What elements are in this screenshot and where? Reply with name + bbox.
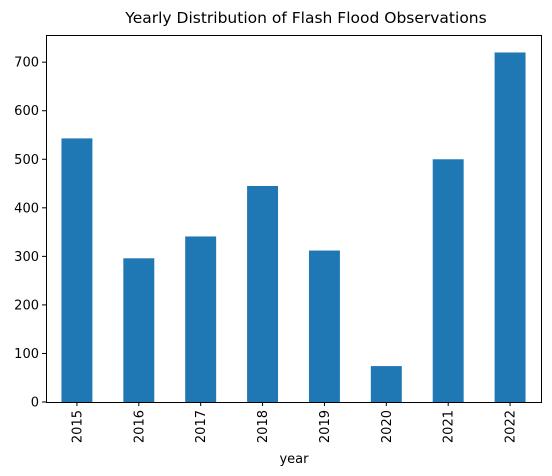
y-tick-label: 600 xyxy=(14,104,39,119)
bar-2022 xyxy=(494,52,526,402)
x-axis: 2015 2016 2017 2018 2019 2020 2021 2022 xyxy=(70,402,519,443)
y-tick-label: 700 xyxy=(14,56,39,71)
x-tick-label: 2016 xyxy=(132,410,147,443)
x-tick-label: 2019 xyxy=(318,410,333,443)
y-tick-label: 100 xyxy=(14,347,39,362)
x-tick-label: 2020 xyxy=(380,410,395,443)
bar-2020 xyxy=(370,366,402,402)
x-tick-label: 2022 xyxy=(504,410,519,443)
bar-2018 xyxy=(247,185,279,402)
x-tick-label: 2018 xyxy=(256,410,271,443)
x-tick-label: 2017 xyxy=(194,410,209,443)
y-tick-label: 500 xyxy=(14,153,39,168)
x-axis-label: year xyxy=(279,452,309,467)
bar-2017 xyxy=(185,236,217,402)
bars-group xyxy=(61,52,526,402)
chart-title: Yearly Distribution of Flash Flood Obser… xyxy=(124,9,486,27)
plot-frame xyxy=(46,35,542,403)
y-tick-label: 0 xyxy=(31,396,39,411)
bar-2019 xyxy=(308,250,340,402)
y-axis: 0 100 200 300 400 500 600 700 xyxy=(14,56,46,411)
y-tick-label: 400 xyxy=(14,201,39,216)
bar-2016 xyxy=(123,258,155,402)
x-tick-label: 2021 xyxy=(442,410,457,443)
bar-2015 xyxy=(61,138,93,402)
bar-2021 xyxy=(432,159,464,402)
x-tick-label: 2015 xyxy=(70,410,85,443)
y-tick-label: 300 xyxy=(14,250,39,265)
y-tick-label: 200 xyxy=(14,298,39,313)
